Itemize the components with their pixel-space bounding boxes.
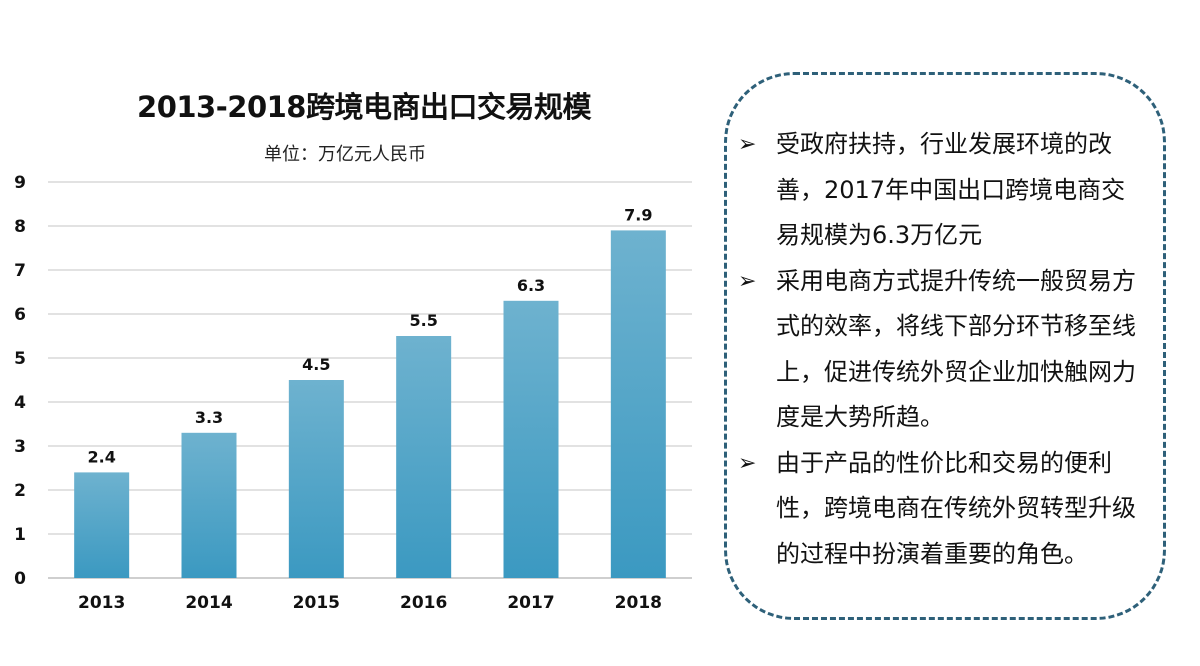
bar-2015 xyxy=(288,380,344,578)
note-text: 由于产品的性价比和交易的便利性，跨境电商在传统外贸转型升级的过程中扮演着重要的角… xyxy=(776,448,1136,568)
bar-2018 xyxy=(610,230,666,578)
note-item: ➢ 采用电商方式提升传统一般贸易方式的效率，将线下部分环节移至线上，促进传统外贸… xyxy=(738,259,1148,441)
data-label-2015: 4.5 xyxy=(302,355,330,374)
x-tick-label-2016: 2016 xyxy=(400,593,447,613)
y-tick-label: 9 xyxy=(14,173,26,193)
bar-chart: 2013-2018跨境电商出口交易规模 单位：万亿元人民币 0 1 2 3 4 5 6 7 8 9… xyxy=(14,90,692,613)
bar-2014 xyxy=(181,432,237,578)
data-label-2017: 6.3 xyxy=(517,276,545,295)
note-text: 采用电商方式提升传统一般贸易方式的效率，将线下部分环节移至线上，促进传统外贸企业… xyxy=(776,266,1136,432)
bar-2013 xyxy=(74,472,130,578)
data-labels: 2.4 3.3 4.5 5.5 6.3 7.9 xyxy=(87,205,652,466)
note-item: ➢ 由于产品的性价比和交易的便利性，跨境电商在传统外贸转型升级的过程中扮演着重要… xyxy=(738,441,1148,578)
x-tick-label-2014: 2014 xyxy=(185,593,232,613)
note-item: ➢ 受政府扶持，行业发展环境的改善，2017年中国出口跨境电商交易规模为6.3万… xyxy=(738,122,1148,259)
x-tick-label-2017: 2017 xyxy=(507,593,554,613)
x-axis-ticks: 2013 2014 2015 2016 2017 2018 xyxy=(78,593,662,613)
y-tick-label: 3 xyxy=(14,437,26,457)
data-label-2014: 3.3 xyxy=(195,408,223,427)
data-label-2013: 2.4 xyxy=(87,447,115,466)
notes-panel xyxy=(724,72,1166,620)
notes-list: ➢ 受政府扶持，行业发展环境的改善，2017年中国出口跨境电商交易规模为6.3万… xyxy=(738,122,1148,577)
data-label-2018: 7.9 xyxy=(624,205,652,224)
y-tick-label: 2 xyxy=(14,481,26,501)
chart-canvas: 2013-2018跨境电商出口交易规模 单位：万亿元人民币 0 1 2 3 4 5 6 7 8 9… xyxy=(14,90,692,613)
y-tick-label: 8 xyxy=(14,217,26,237)
y-tick-label: 4 xyxy=(14,393,26,413)
arrow-bullet-icon: ➢ xyxy=(738,450,757,476)
arrow-bullet-icon: ➢ xyxy=(738,268,757,294)
bar-2016 xyxy=(396,336,452,578)
x-tick-label-2015: 2015 xyxy=(293,593,340,613)
x-tick-label-2018: 2018 xyxy=(615,593,662,613)
y-tick-label: 1 xyxy=(14,525,26,545)
bar-2017 xyxy=(503,300,559,578)
y-tick-label: 0 xyxy=(14,569,26,589)
gridlines xyxy=(48,181,692,579)
chart-title: 2013-2018跨境电商出口交易规模 xyxy=(137,90,592,124)
note-text: 受政府扶持，行业发展环境的改善，2017年中国出口跨境电商交易规模为6.3万亿元 xyxy=(776,130,1126,249)
chart-subtitle: 单位：万亿元人民币 xyxy=(264,144,426,165)
y-tick-label: 5 xyxy=(14,349,26,369)
data-label-2016: 5.5 xyxy=(409,311,437,330)
x-tick-label-2013: 2013 xyxy=(78,593,125,613)
y-tick-label: 7 xyxy=(14,261,26,281)
bars xyxy=(74,230,666,578)
y-tick-label: 6 xyxy=(14,305,26,325)
y-axis-ticks: 0 1 2 3 4 5 6 7 8 9 xyxy=(14,173,26,589)
arrow-bullet-icon: ➢ xyxy=(738,132,757,157)
